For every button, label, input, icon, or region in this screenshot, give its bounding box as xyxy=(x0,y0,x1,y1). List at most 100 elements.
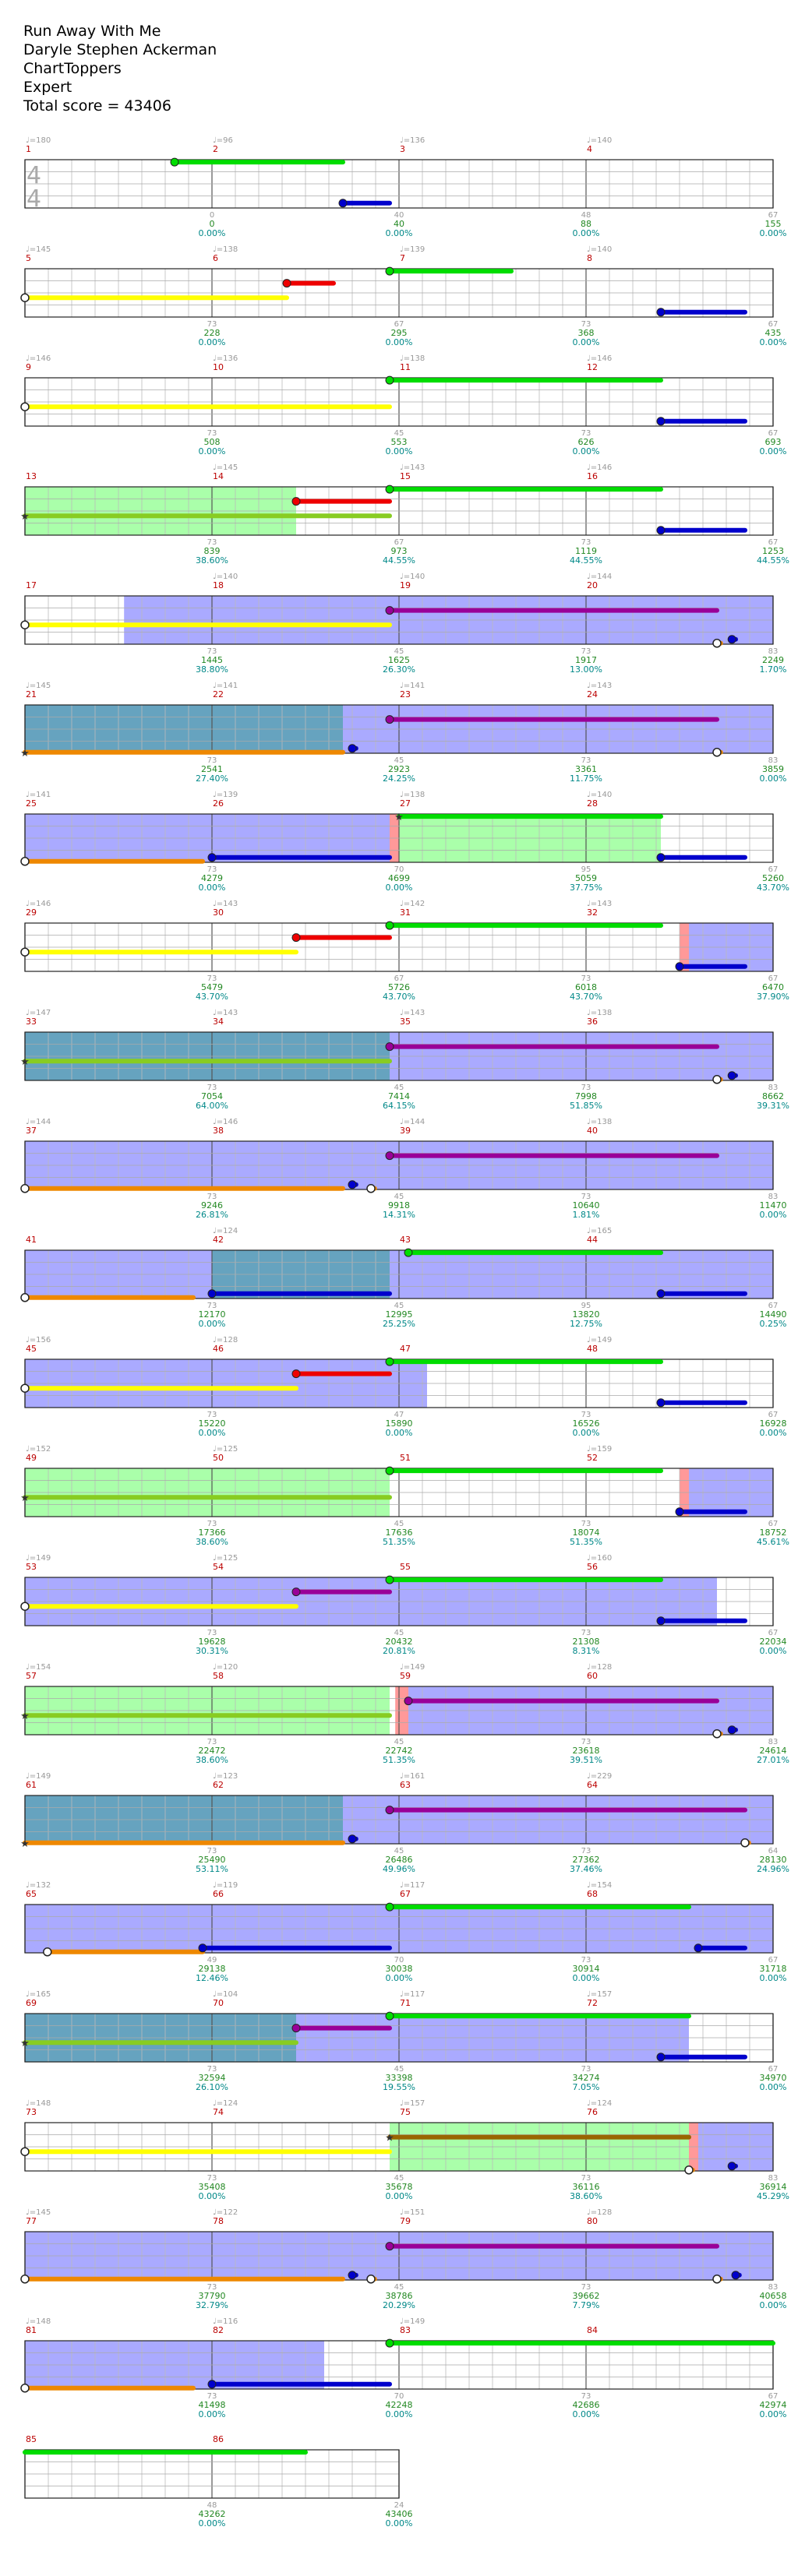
measure-pct: 19.55% xyxy=(383,2082,415,2092)
measure-score: 42974 xyxy=(760,2400,787,2410)
staff-border xyxy=(24,813,774,863)
measure-score: 16928 xyxy=(760,1418,787,1429)
note-head xyxy=(385,1042,394,1052)
tempo-marking: ♩=124 xyxy=(213,2099,238,2108)
tempo-marking: ♩=152 xyxy=(26,1445,51,1454)
measure-pct: 0.00% xyxy=(760,1428,787,1438)
measure-pct: 45.29% xyxy=(757,2191,789,2201)
note-head-open xyxy=(684,2165,694,2175)
staff-row-18 xyxy=(23,2011,774,2063)
measure-number: 14 xyxy=(213,471,224,481)
note-count: 73 xyxy=(207,865,217,874)
measure-number: 79 xyxy=(400,2216,411,2226)
note-count: 45 xyxy=(394,429,404,438)
measure-score: 9246 xyxy=(201,1200,223,1210)
tempo-marking: ♩=143 xyxy=(400,463,425,472)
measure-score: 693 xyxy=(765,437,782,447)
measure-pct: 0.00% xyxy=(760,1646,787,1656)
note-count: 48 xyxy=(207,2501,217,2510)
measure-pct: 26.81% xyxy=(196,1210,228,1220)
tempo-marking: ♩=143 xyxy=(213,900,238,908)
measure-pct: 53.11% xyxy=(196,1864,228,1874)
measure-pct: 64.15% xyxy=(383,1101,415,1111)
measure-pct: 51.35% xyxy=(383,1755,415,1765)
note-head xyxy=(656,417,666,426)
tempo-marking: ♩=146 xyxy=(213,1118,238,1126)
note-count: 45 xyxy=(394,647,404,656)
note-count: 73 xyxy=(581,974,591,983)
note-count: 73 xyxy=(581,1520,591,1528)
note-count: 73 xyxy=(207,320,217,329)
note-head xyxy=(385,266,394,276)
note-count: 73 xyxy=(207,1084,217,1092)
song-title: Run Away With Me xyxy=(23,23,161,40)
measure-number: 10 xyxy=(213,362,224,372)
measure-pct: 51.35% xyxy=(383,1537,415,1547)
note-count: 73 xyxy=(581,756,591,765)
note-head-open xyxy=(366,2275,376,2284)
measure-number: 2 xyxy=(213,144,218,154)
measure-pct: 0.00% xyxy=(760,2300,787,2310)
measure-number: 9 xyxy=(26,362,31,372)
tempo-marking: ♩=143 xyxy=(213,1009,238,1017)
measure-score: 5726 xyxy=(388,982,410,992)
tempo-marking: ♩=143 xyxy=(587,682,612,690)
measure-score: 31718 xyxy=(760,1964,787,1974)
note-count: 73 xyxy=(581,2174,591,2183)
measure-score: 36116 xyxy=(573,2182,600,2192)
measure-number: 48 xyxy=(587,1344,598,1354)
measure-number: 56 xyxy=(587,1562,598,1572)
star-note: ★ xyxy=(20,748,30,759)
measure-pct: 44.55% xyxy=(383,555,415,566)
measure-pct: 0.00% xyxy=(386,883,413,893)
measure-score: 12170 xyxy=(199,1309,226,1320)
measure-score: 15890 xyxy=(386,1418,413,1429)
measure-score: 8662 xyxy=(762,1091,784,1101)
tempo-marking: ♩=139 xyxy=(213,791,238,799)
note-count: 73 xyxy=(581,429,591,438)
measure-pct: 37.90% xyxy=(757,992,789,1002)
note-head-open xyxy=(20,1293,30,1302)
tempo-marking: ♩=148 xyxy=(26,2317,51,2326)
tempo-marking: ♩=149 xyxy=(400,1663,425,1672)
note-head-open xyxy=(20,1184,30,1193)
measure-score: 25490 xyxy=(199,1855,226,1865)
staff-border xyxy=(24,704,774,754)
tempo-marking: ♩=157 xyxy=(400,2099,425,2108)
note-head xyxy=(385,1902,394,1912)
measure-score: 40658 xyxy=(760,2291,787,2301)
measure-score: 5260 xyxy=(762,873,784,883)
measure-pct: 27.40% xyxy=(196,774,228,784)
measure-score: 18074 xyxy=(573,1528,600,1538)
measure-pct: 51.35% xyxy=(570,1537,602,1547)
measure-score: 626 xyxy=(578,437,595,447)
measure-number: 3 xyxy=(400,144,405,154)
measure-pct: 0.00% xyxy=(573,446,600,456)
staff-row-16 xyxy=(23,1795,774,1848)
note-count: 67 xyxy=(768,1411,779,1419)
note-head xyxy=(656,526,666,535)
measure-number: 38 xyxy=(213,1126,224,1136)
measure-number: 1 xyxy=(26,144,31,154)
tempo-marking: ♩=139 xyxy=(400,245,425,254)
measure-number: 26 xyxy=(213,798,224,809)
measure-pct: 0.00% xyxy=(760,1210,787,1220)
measure-pct: 32.79% xyxy=(196,2300,228,2310)
artist-name: Daryle Stephen Ackerman xyxy=(23,41,217,58)
note-head-open xyxy=(20,402,30,411)
measure-number: 6 xyxy=(213,253,218,263)
measure-pct: 0.25% xyxy=(760,1319,787,1329)
chart-header: Run Away With Me Daryle Stephen Ackerman… xyxy=(23,22,217,115)
measure-pct: 7.79% xyxy=(573,2300,600,2310)
measure-number: 18 xyxy=(213,580,224,590)
tempo-marking: ♩=116 xyxy=(213,2317,238,2326)
measure-pct: 43.70% xyxy=(383,992,415,1002)
measure-score: 973 xyxy=(391,546,408,556)
note-count: 73 xyxy=(581,538,591,547)
measure-score: 228 xyxy=(204,328,221,338)
measure-score: 1445 xyxy=(201,655,223,665)
measure-score: 32594 xyxy=(199,2073,226,2083)
note-head-open xyxy=(712,639,722,648)
measure-number: 84 xyxy=(587,2325,598,2335)
tempo-marking: ♩=161 xyxy=(400,1772,425,1781)
